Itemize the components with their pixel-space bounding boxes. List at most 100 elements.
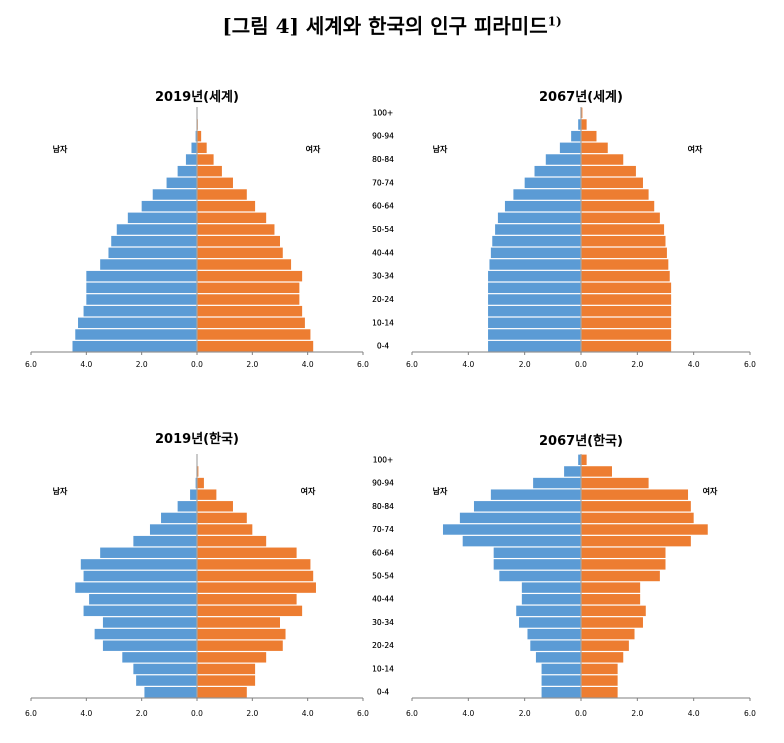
female-bar (197, 477, 204, 489)
male-bar (533, 477, 581, 489)
male-bar (75, 582, 197, 593)
age-group-label: 50-54 (372, 572, 394, 581)
female-bar (581, 259, 669, 270)
female-bar (581, 524, 708, 535)
female-bar (197, 165, 222, 177)
female-bar (581, 142, 608, 154)
male-bar (490, 247, 581, 259)
male-bar (473, 501, 581, 512)
female-bar (581, 663, 618, 675)
female-bar (197, 270, 303, 282)
male-bar (564, 466, 581, 477)
x-tick-label: 2.0 (631, 360, 643, 369)
male-bar (136, 675, 197, 686)
male-bar (541, 686, 581, 698)
x-tick-label: 2.0 (246, 709, 258, 718)
figure-title: [그림 4] 세계와 한국의 인구 피라미드1) (0, 10, 784, 39)
age-group-label: 40-44 (372, 248, 394, 257)
x-tick-label: 4.0 (302, 709, 314, 718)
male-bar (72, 340, 197, 352)
male-bar (541, 675, 581, 686)
female-bar (581, 282, 672, 294)
x-tick-label: 6.0 (25, 709, 37, 718)
male-bar (504, 200, 581, 212)
female-label: 여자 (703, 486, 718, 496)
female-bar (197, 154, 214, 165)
male-bar (195, 130, 197, 142)
male-bar (116, 224, 197, 235)
male-bar (499, 570, 581, 582)
male-bar (519, 617, 581, 628)
female-bar (197, 224, 275, 235)
female-bar (197, 675, 256, 686)
male-bar (493, 559, 581, 570)
x-tick-label: 6.0 (357, 360, 369, 369)
age-group-label: 20-24 (372, 295, 394, 304)
age-group-label: 70-74 (372, 525, 394, 534)
male-bar (459, 512, 581, 524)
male-bar (133, 535, 197, 547)
female-bar (581, 489, 689, 500)
x-tick-label: 4.0 (302, 360, 314, 369)
female-bar (197, 340, 314, 352)
x-tick-label: 6.0 (357, 709, 369, 718)
female-label: 여자 (301, 486, 316, 496)
age-group-label: 0-4 (377, 688, 389, 697)
female-bar (581, 224, 665, 235)
female-bar (581, 535, 691, 547)
male-label: 남자 (53, 144, 68, 154)
female-bar (581, 294, 672, 305)
x-tick-label: 6.0 (25, 360, 37, 369)
female-label: 여자 (688, 144, 703, 154)
x-tick-label: 0.0 (191, 360, 203, 369)
x-tick-label: 6.0 (406, 360, 418, 369)
x-tick-label: 2.0 (519, 360, 531, 369)
age-group-label: 30-34 (372, 618, 394, 627)
male-bar (86, 270, 197, 282)
female-bar (581, 247, 667, 259)
male-bar (102, 640, 197, 651)
male-bar (177, 501, 197, 512)
male-bar (195, 477, 197, 489)
female-bar (581, 107, 583, 119)
female-bar (197, 617, 280, 628)
female-bar (197, 305, 303, 317)
x-tick-label: 2.0 (136, 360, 148, 369)
female-bar (197, 142, 207, 154)
female-bar (197, 594, 297, 605)
female-bar (581, 165, 636, 177)
female-bar (197, 686, 247, 698)
x-tick-label: 4.0 (80, 709, 92, 718)
pyramid-panel-2: 6.0 4.0 2.0 0.0 2.0 4.0 6.0 0-4 10-14 20-24 30-34 4… (372, 90, 756, 369)
male-bar (488, 282, 581, 294)
male-bar (141, 200, 197, 212)
male-bar (442, 524, 581, 535)
male-bar (83, 605, 197, 617)
age-group-label: 0-4 (377, 342, 389, 351)
age-group-label: 80-84 (372, 155, 394, 164)
x-tick-label: 6.0 (744, 360, 756, 369)
age-group-label: 10-14 (372, 318, 394, 327)
male-bar (86, 294, 197, 305)
male-bar (488, 340, 581, 352)
age-group-label: 0-4 (377, 342, 389, 351)
female-bar (581, 200, 655, 212)
age-group-label: 70-74 (372, 178, 394, 187)
female-bar (581, 466, 612, 477)
female-bar (581, 177, 643, 189)
female-bar (581, 559, 666, 570)
male-bar (488, 270, 581, 282)
age-group-label: 40-44 (372, 248, 394, 257)
x-tick-label: 6.0 (744, 709, 756, 718)
male-bar (191, 142, 197, 154)
female-bar (581, 594, 641, 605)
female-bar (581, 686, 618, 698)
female-bar (581, 512, 694, 524)
age-group-label: 20-24 (372, 295, 394, 304)
female-bar (197, 235, 280, 247)
male-bar (83, 305, 197, 317)
female-bar (581, 189, 649, 200)
female-bar (197, 282, 300, 294)
male-bar (497, 212, 581, 224)
male-bar (492, 235, 581, 247)
